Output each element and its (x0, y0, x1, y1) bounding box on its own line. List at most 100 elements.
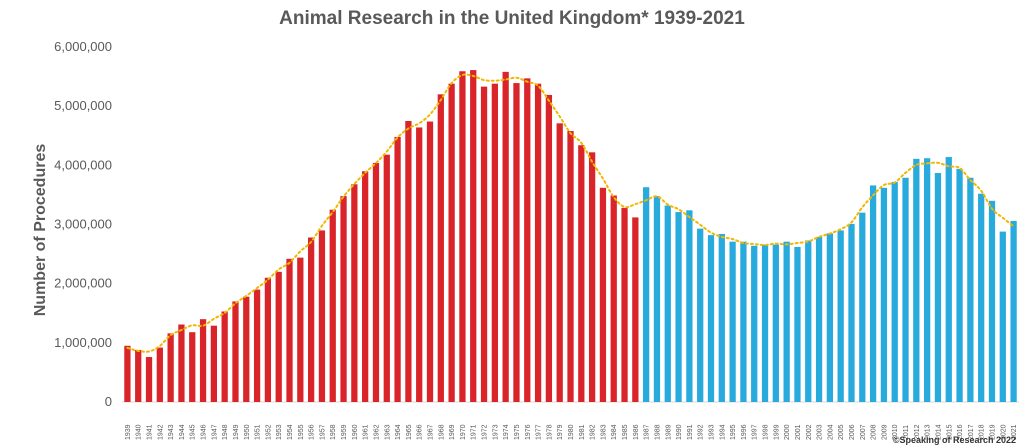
x-tick-label: 1958 (330, 424, 337, 440)
bar (480, 86, 488, 403)
x-tick-label: 2011 (903, 425, 910, 440)
bar (210, 325, 217, 402)
x-tick-label: 1967 (428, 424, 435, 440)
bar (686, 210, 693, 402)
x-tick-label: 2020 (1000, 424, 1007, 440)
bar (340, 196, 347, 402)
bar (697, 228, 704, 402)
bar (621, 207, 628, 402)
y-tick-label: 3,000,000 (54, 217, 112, 232)
bar (491, 83, 498, 402)
bar (902, 177, 909, 402)
x-tick-label: 1956 (309, 424, 316, 440)
x-tick-label: 1995 (730, 424, 737, 440)
x-tick-label: 2001 (795, 424, 802, 440)
x-tick-label: 1993 (708, 424, 715, 440)
bar (891, 181, 898, 402)
bar (275, 271, 282, 402)
y-tick-label: 6,000,000 (54, 39, 112, 54)
bar (588, 152, 596, 402)
bar (610, 195, 617, 402)
x-tick-label: 2008 (871, 424, 878, 440)
bar (869, 185, 877, 402)
bar (318, 230, 326, 402)
x-tick-label: 2000 (784, 424, 791, 440)
x-tick-label: 1977 (536, 424, 543, 440)
bar (416, 127, 423, 402)
bar (653, 196, 661, 402)
bar (567, 131, 574, 402)
x-tick-label: 1965 (406, 424, 413, 440)
bar (232, 301, 239, 402)
bar (1010, 220, 1017, 402)
bar (632, 217, 639, 402)
bar (956, 168, 963, 402)
bar (437, 94, 444, 402)
y-tick-label: 1,000,000 (54, 335, 112, 350)
x-tick-label: 1968 (438, 424, 445, 440)
x-tick-label: 2018 (979, 424, 986, 440)
bar (351, 184, 358, 402)
bar (783, 241, 790, 402)
y-tick-label: 0 (105, 394, 112, 409)
x-tick-label: 2017 (968, 424, 975, 440)
x-tick-label: 1985 (622, 424, 629, 440)
x-tick-label: 1976 (525, 424, 532, 440)
bar (988, 200, 996, 402)
bar (599, 187, 607, 402)
x-tick-label: 1989 (665, 424, 672, 440)
x-tick-label: 1939 (125, 424, 132, 440)
bar (362, 171, 369, 402)
bar (383, 154, 390, 402)
x-tick-label: 2013 (925, 424, 932, 440)
bar (794, 246, 801, 402)
x-tick-label: 2021 (1011, 424, 1018, 440)
bar (675, 212, 682, 402)
bar (848, 223, 855, 402)
x-tick-label: 2003 (817, 424, 824, 440)
x-tick-label: 1964 (395, 424, 402, 440)
bar (394, 136, 401, 402)
bar (459, 71, 466, 402)
x-tick-label: 1966 (417, 424, 424, 440)
x-tick-label: 1999 (773, 424, 780, 440)
x-tick-label: 2006 (849, 424, 856, 440)
bar (751, 245, 758, 402)
bar (156, 347, 163, 402)
x-tick-label: 1986 (633, 424, 640, 440)
bar (707, 235, 715, 402)
x-tick-label: 2012 (914, 424, 921, 440)
bar (545, 94, 553, 403)
x-tick-label: 1961 (363, 424, 370, 440)
chart-title: Animal Research in the United Kingdom* 1… (279, 8, 745, 29)
bar (135, 349, 142, 402)
bar (826, 233, 834, 402)
x-tick-label: 2016 (957, 424, 964, 440)
x-tick-label: 1946 (201, 424, 208, 440)
x-tick-label: 1959 (341, 424, 348, 440)
x-tick-label: 1969 (449, 424, 456, 440)
x-tick-label: 1991 (687, 424, 694, 440)
x-tick-label: 1963 (384, 424, 391, 440)
x-tick-label: 2009 (881, 424, 888, 440)
x-tick-label: 1950 (244, 424, 251, 440)
bar (729, 241, 736, 402)
y-tick-label: 2,000,000 (54, 276, 112, 291)
x-tick-label: 1940 (136, 424, 143, 440)
bar (178, 324, 185, 402)
bar (945, 157, 952, 402)
bar (264, 277, 272, 402)
x-tick-label: 1947 (211, 424, 218, 440)
x-tick-label: 1988 (654, 424, 661, 440)
x-tick-label: 1973 (492, 424, 499, 440)
trend-line (126, 73, 1015, 353)
x-tick-label: 1980 (568, 424, 575, 440)
x-tick-label: 1978 (546, 424, 553, 440)
bar (934, 173, 942, 402)
x-tick-label: 2002 (806, 424, 813, 440)
bar (502, 71, 509, 402)
x-tick-label: 2015 (946, 424, 953, 440)
bar (880, 187, 888, 402)
